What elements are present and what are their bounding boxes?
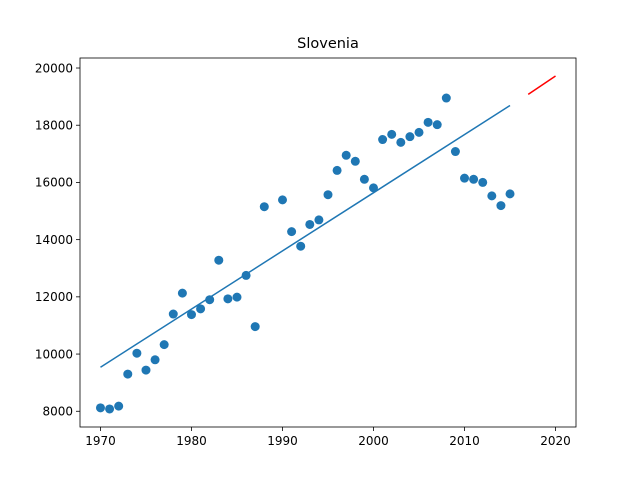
- scatter-point: [223, 294, 233, 304]
- y-tick-label: 12000: [35, 290, 73, 304]
- scatter-point: [405, 132, 415, 142]
- chart-title: Slovenia: [297, 36, 359, 52]
- trend-line: [100, 104, 511, 368]
- scatter-point: [159, 340, 169, 350]
- scatter-point: [478, 177, 488, 187]
- scatter-point: [214, 255, 224, 265]
- y-tick-label: 16000: [35, 176, 73, 190]
- scatter-point: [323, 190, 333, 200]
- y-tick-label: 20000: [35, 61, 73, 75]
- scatter-point: [359, 174, 369, 184]
- forecast-line: [527, 75, 556, 95]
- scatter-point: [259, 202, 269, 212]
- scatter-point: [205, 295, 215, 305]
- scatter-point: [387, 129, 397, 139]
- scatter-point: [432, 120, 442, 130]
- x-tick-label: 1970: [85, 434, 116, 448]
- scatter-point: [341, 150, 351, 160]
- x-tick-label: 1990: [267, 434, 298, 448]
- scatter-point: [460, 173, 470, 183]
- y-tick-label: 14000: [35, 233, 73, 247]
- x-tick-label: 2000: [358, 434, 389, 448]
- scatter-point: [332, 165, 342, 175]
- scatter-point: [278, 195, 287, 205]
- scatter-point: [141, 365, 151, 375]
- scatter-point: [196, 304, 206, 314]
- scatter-point: [241, 270, 251, 280]
- scatter-point: [186, 310, 196, 320]
- scatter-point: [441, 93, 451, 103]
- scatter-point: [423, 117, 433, 127]
- scatter-point: [378, 135, 388, 145]
- x-tick-label: 2020: [540, 434, 571, 448]
- axes-frame: [79, 57, 577, 428]
- y-tick-label: 10000: [35, 347, 73, 361]
- scatter-point: [414, 127, 424, 137]
- scatter-point: [296, 241, 306, 251]
- scatter-point: [314, 215, 324, 225]
- scatter-point: [450, 147, 460, 157]
- scatter-point: [105, 404, 115, 414]
- scatter-point: [496, 201, 506, 211]
- scatter-point: [123, 369, 133, 379]
- x-tick-label: 2010: [449, 434, 480, 448]
- scatter-point: [232, 292, 242, 302]
- y-tick-label: 18000: [35, 119, 73, 133]
- scatter-point: [168, 309, 178, 319]
- scatter-point: [150, 355, 160, 365]
- scatter-point: [132, 348, 142, 358]
- scatter-point: [369, 183, 378, 193]
- scatter-point: [350, 156, 360, 166]
- x-tick-label: 1980: [176, 434, 207, 448]
- scatter-point: [505, 189, 515, 199]
- scatter-point: [487, 191, 497, 201]
- y-tick-label: 8000: [42, 405, 73, 419]
- scatter-point: [287, 227, 297, 237]
- scatter-point: [95, 403, 105, 413]
- plot-area: 1970 1980 1990 2000 2010 2020 8000 10000 12000 14…: [35, 57, 577, 448]
- scatter-point: [396, 137, 406, 147]
- scatter-point: [305, 219, 315, 229]
- scatter-point: [469, 174, 479, 184]
- scatter-point: [250, 322, 260, 332]
- scatter-point: [114, 401, 124, 411]
- scatter-point: [177, 288, 187, 298]
